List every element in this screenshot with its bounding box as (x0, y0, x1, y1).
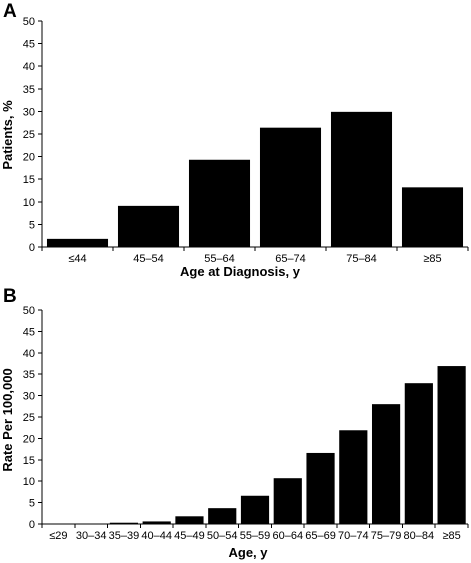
a-bar-4 (330, 111, 393, 248)
a-y-tick-label: 35 (23, 84, 35, 96)
b-bar-11 (404, 383, 433, 524)
a-y-tick-label: 50 (23, 16, 35, 28)
b-bar-8 (306, 452, 335, 524)
panel-a-x-title: Age at Diagnosis, y (180, 264, 301, 279)
chart-panel-a: A 0 5 10 15 20 25 30 35 40 45 50 ≤44 45–54 55–64 65–7… (0, 1, 469, 279)
a-y-tick-label: 15 (23, 174, 35, 186)
b-x-tick-label: ≤29 (49, 530, 67, 542)
b-bar-6 (240, 495, 270, 524)
a-x-tick-label: 55–64 (204, 253, 235, 265)
panel-b-y-ticks: 0 5 10 15 20 25 30 35 40 45 50 (23, 305, 42, 531)
b-y-tick-label: 20 (23, 433, 35, 445)
panel-b-label: B (3, 286, 17, 307)
a-bar-5 (401, 187, 464, 247)
b-y-tick-label: 5 (29, 498, 35, 510)
chart-panel-b: B 0 5 10 15 20 25 30 35 40 45 50 ≤29 30–34 35–39 40–4… (0, 286, 469, 560)
a-x-tick-label: 45–54 (133, 253, 164, 265)
b-bar-7 (273, 478, 302, 524)
b-y-tick-label: 25 (23, 412, 35, 424)
a-y-tick-label: 5 (29, 219, 35, 231)
a-x-tick-label: ≥85 (423, 253, 441, 265)
b-y-tick-label: 15 (23, 455, 35, 467)
b-bar-10 (371, 404, 401, 524)
b-x-tick-label: 40–44 (141, 530, 172, 542)
b-y-tick-label: 0 (29, 519, 35, 531)
b-bar-5 (208, 508, 237, 524)
a-x-tick-label: 65–74 (275, 253, 306, 265)
panel-a-y-ticks: 0 5 10 15 20 25 30 35 40 45 50 (23, 16, 42, 254)
b-x-tick-label: 50–54 (207, 530, 238, 542)
b-x-tick-label: 60–64 (272, 530, 303, 542)
b-x-tick-label: 65–69 (305, 530, 336, 542)
b-x-tick-label: 80–84 (404, 530, 435, 542)
a-y-tick-label: 30 (23, 106, 35, 118)
b-y-tick-label: 50 (23, 305, 35, 317)
b-x-tick-label: 75–79 (371, 530, 402, 542)
panel-a-x-ticks: ≤44 45–54 55–64 65–74 75–84 ≥85 (41, 247, 469, 265)
b-y-tick-label: 30 (23, 391, 35, 403)
a-y-tick-label: 45 (23, 39, 35, 51)
panel-b-x-title: Age, y (228, 545, 268, 560)
panel-a-y-title: Patients, % (0, 100, 15, 170)
b-x-tick-label: ≥85 (442, 530, 460, 542)
a-y-tick-label: 0 (29, 242, 35, 254)
b-x-tick-label: 70–74 (338, 530, 369, 542)
b-bar-2 (109, 522, 139, 524)
panel-a-label: A (3, 1, 17, 22)
a-bar-0 (46, 238, 109, 247)
b-y-tick-label: 45 (23, 326, 35, 338)
b-bar-12 (437, 366, 466, 524)
b-x-tick-label: 35–39 (109, 530, 140, 542)
a-y-tick-label: 40 (23, 61, 35, 73)
b-bar-9 (339, 430, 368, 524)
a-bar-3 (259, 127, 322, 247)
a-bar-1 (117, 205, 180, 247)
panel-b-y-title: Rate Per 100,000 (0, 368, 15, 471)
a-y-tick-label: 25 (23, 129, 35, 141)
b-y-tick-label: 10 (23, 476, 35, 488)
b-x-tick-label: 45–49 (174, 530, 205, 542)
a-x-tick-label: 75–84 (346, 253, 377, 265)
panel-b-x-ticks: ≤29 30–34 35–39 40–44 45–49 50–54 55–59 60–64 65… (41, 524, 469, 542)
panel-a-bars (46, 111, 464, 248)
a-x-tick-label: ≤44 (68, 253, 86, 265)
a-bar-2 (188, 159, 251, 247)
b-bar-3 (142, 521, 171, 524)
b-y-tick-label: 40 (23, 348, 35, 360)
a-y-tick-label: 20 (23, 152, 35, 164)
a-y-tick-label: 10 (23, 197, 35, 209)
panel-b-bars (44, 366, 466, 524)
b-x-tick-label: 30–34 (76, 530, 107, 542)
b-x-tick-label: 55–59 (240, 530, 271, 542)
b-y-tick-label: 35 (23, 369, 35, 381)
b-bar-4 (175, 516, 204, 524)
